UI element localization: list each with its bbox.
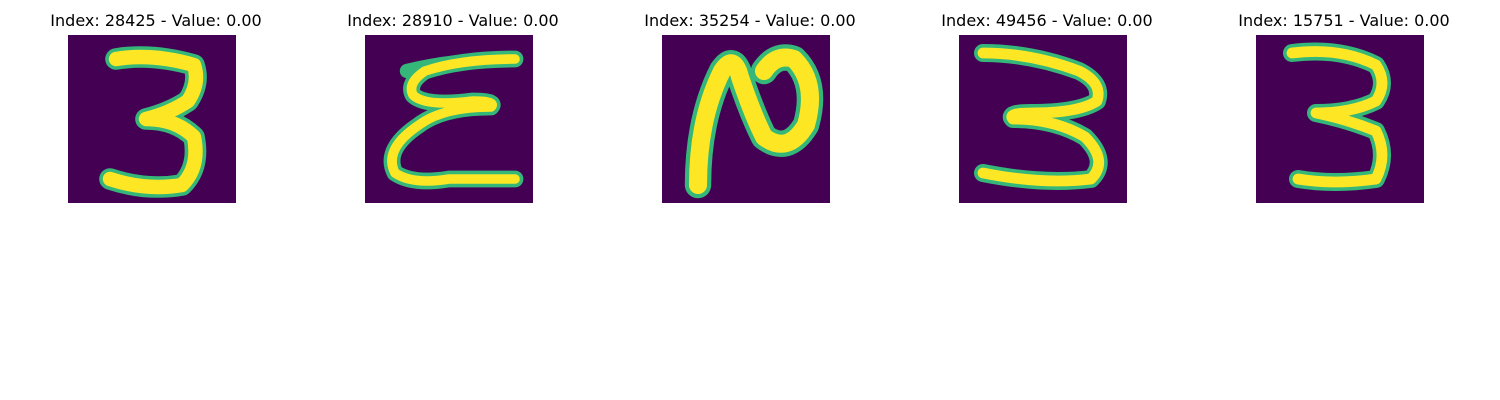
image-panel-3: Index: 35254 - Value: 0.00 [620,10,880,210]
panel-title: Index: 28910 - Value: 0.00 [347,11,559,30]
digit-image [365,35,533,203]
image-panel-2: Index: 28910 - Value: 0.00 [323,10,583,210]
image-panel-5: Index: 15751 - Value: 0.00 [1214,10,1474,210]
panel-title: Index: 28425 - Value: 0.00 [50,11,262,30]
panel-title: Index: 35254 - Value: 0.00 [644,11,856,30]
panel-title: Index: 15751 - Value: 0.00 [1238,11,1450,30]
image-panel-4: Index: 49456 - Value: 0.00 [917,10,1177,210]
digit-image [68,35,236,203]
digit-image [662,35,830,203]
digit-image [1256,35,1424,203]
digit-image [959,35,1127,203]
panel-title: Index: 49456 - Value: 0.00 [941,11,1153,30]
image-panel-1: Index: 28425 - Value: 0.00 [26,10,286,210]
